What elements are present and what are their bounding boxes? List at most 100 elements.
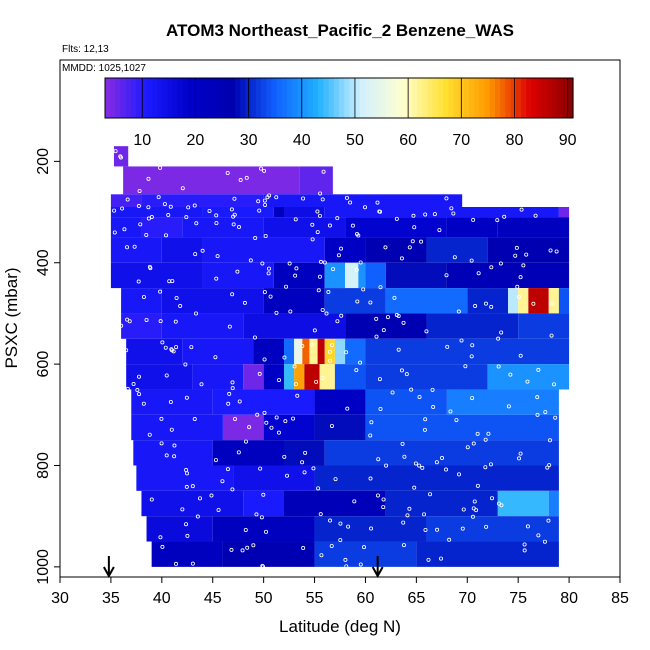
sample-dot [138, 222, 143, 227]
heat-cell-15-5 [548, 490, 559, 517]
sample-dot [256, 199, 261, 204]
sample-dot [547, 463, 552, 468]
colorbar-swatch [448, 78, 454, 118]
x-tick-label: 55 [306, 590, 324, 607]
x-axis-label: Latitude (deg N) [279, 617, 401, 636]
sample-dot [184, 215, 189, 220]
sample-dot [169, 348, 174, 353]
sample-dot [381, 505, 386, 510]
colorbar-swatch [489, 78, 496, 118]
colorbar-swatch [552, 78, 558, 118]
heat-cell-1-1 [299, 166, 333, 195]
heat-cell-4-0 [110, 217, 142, 238]
colorbar-swatch [172, 78, 179, 118]
sample-dot [486, 431, 491, 436]
colorbar-swatch [136, 78, 142, 118]
colorbar-swatch [541, 78, 548, 118]
heat-cell-9-10 [345, 338, 366, 365]
colorbar-swatch [261, 78, 267, 118]
sample-dot [460, 526, 465, 531]
sample-dot [282, 355, 287, 360]
colorbar-swatch [157, 78, 163, 118]
sample-dot [214, 221, 219, 226]
sample-dot [361, 287, 366, 292]
sample-dot [362, 545, 367, 550]
colorbar-swatch [146, 78, 153, 118]
colorbar-tick-label: 80 [506, 132, 524, 149]
heat-cell-12-3 [314, 414, 366, 441]
sample-dot [553, 415, 558, 420]
sample-dot [525, 379, 530, 384]
heat-cell-16-0 [146, 516, 213, 542]
y-tick-label: 800 [35, 452, 52, 479]
heat-cell-7-4 [385, 288, 468, 314]
sample-dot [302, 470, 307, 475]
sample-dot [401, 543, 406, 548]
sample-dot [185, 533, 190, 538]
colorbar-swatch [495, 78, 501, 118]
sample-dot [384, 463, 389, 468]
sample-dot [339, 246, 344, 251]
sample-dot [377, 377, 382, 382]
colorbar-swatch [292, 78, 298, 118]
colorbar-swatch [115, 78, 122, 118]
sample-dot [125, 197, 130, 202]
sample-dot [164, 453, 169, 458]
sample-dot [262, 410, 267, 415]
sample-dot [213, 355, 218, 360]
sample-dot [195, 514, 200, 519]
sample-dot [209, 493, 214, 498]
heat-cell-9-4 [294, 338, 303, 365]
sample-dot [383, 245, 388, 250]
colorbar-swatch [266, 78, 272, 118]
sample-dot [146, 205, 151, 210]
colorbar-tick-label: 90 [559, 132, 577, 149]
heat-cell-7-1 [161, 288, 264, 314]
heat-cell-10-7 [319, 364, 335, 390]
date-label: MMDD: 1025,1027 [62, 63, 146, 74]
sample-dot [518, 275, 523, 280]
x-tick-label: 65 [407, 590, 425, 607]
sample-dot [343, 557, 348, 562]
sample-dot [344, 195, 349, 200]
sample-dot [316, 486, 321, 491]
heat-cell-11-4 [446, 389, 559, 415]
colorbar-swatch [333, 78, 340, 118]
sample-dot [392, 295, 397, 300]
colorbar-swatch [453, 78, 460, 118]
sample-dot [522, 548, 527, 553]
sample-dot [449, 206, 454, 211]
sample-dot [184, 468, 189, 473]
sample-dot [232, 417, 237, 422]
colorbar-tick-label: 70 [452, 132, 470, 149]
heat-cell-9-9 [334, 338, 346, 365]
sample-dot [230, 386, 235, 391]
heat-cell-3-0 [110, 206, 203, 218]
heat-cell-7-10 [558, 288, 570, 314]
colorbar-frame [104, 77, 574, 119]
sample-dot [253, 235, 258, 240]
heat-cell-9-6 [309, 338, 318, 365]
colorbar-swatch [479, 78, 486, 118]
sample-dot [524, 252, 529, 257]
sample-dot [199, 382, 204, 387]
colorbar-swatch [183, 78, 189, 118]
sample-dot [254, 512, 259, 517]
sample-dot [120, 206, 125, 211]
sample-dot [396, 347, 401, 352]
sample-dot [125, 386, 130, 391]
x-tick-label: 60 [357, 590, 375, 607]
sample-dot [452, 255, 457, 260]
colorbar-tick-label: 10 [133, 132, 151, 149]
sample-dot [112, 208, 117, 213]
colorbar-swatch [432, 78, 439, 118]
sample-dot [348, 200, 353, 205]
sample-dot [417, 394, 422, 399]
sample-dot [194, 221, 199, 226]
sample-dot [368, 433, 373, 438]
sample-dot [184, 522, 189, 527]
sample-dot [518, 353, 523, 358]
sample-dot [311, 466, 316, 471]
sample-dot [244, 175, 249, 180]
sample-dot [291, 416, 296, 421]
